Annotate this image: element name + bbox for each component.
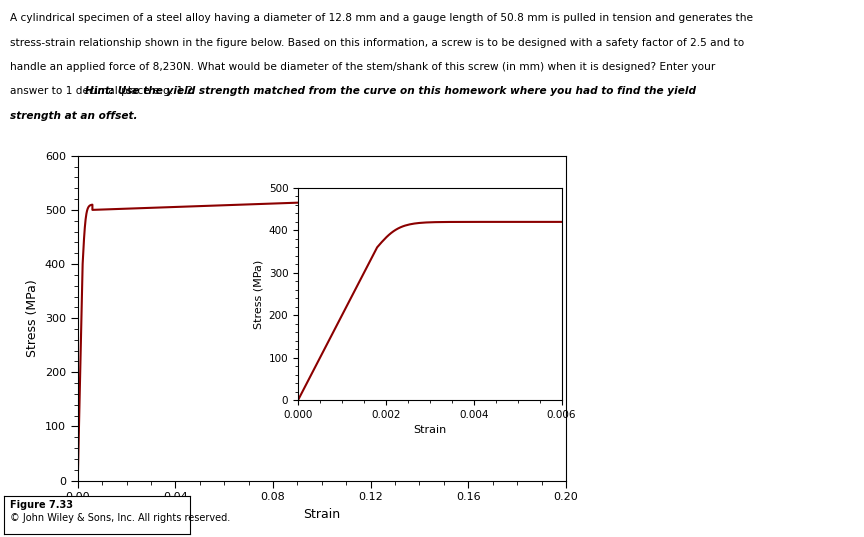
Y-axis label: Stress (MPa): Stress (MPa) [26, 279, 39, 357]
Text: strength at an offset.: strength at an offset. [10, 111, 138, 121]
Text: handle an applied force of 8,230N. What would be diameter of the stem/shank of t: handle an applied force of 8,230N. What … [10, 62, 715, 72]
X-axis label: Strain: Strain [303, 508, 340, 521]
Text: answer to 1 decimal place e.g. 1.2: answer to 1 decimal place e.g. 1.2 [10, 86, 197, 96]
Text: Figure 7.33: Figure 7.33 [10, 500, 73, 511]
Y-axis label: Stress (MPa): Stress (MPa) [253, 259, 264, 329]
Text: Hint: Use the yield strength matched from the curve on this homework where you h: Hint: Use the yield strength matched fro… [85, 86, 696, 96]
Text: © John Wiley & Sons, Inc. All rights reserved.: © John Wiley & Sons, Inc. All rights res… [10, 513, 231, 524]
X-axis label: Strain: Strain [413, 425, 447, 436]
Text: A cylindrical specimen of a steel alloy having a diameter of 12.8 mm and a gauge: A cylindrical specimen of a steel alloy … [10, 13, 753, 24]
Text: stress-strain relationship shown in the figure below. Based on this information,: stress-strain relationship shown in the … [10, 38, 745, 48]
